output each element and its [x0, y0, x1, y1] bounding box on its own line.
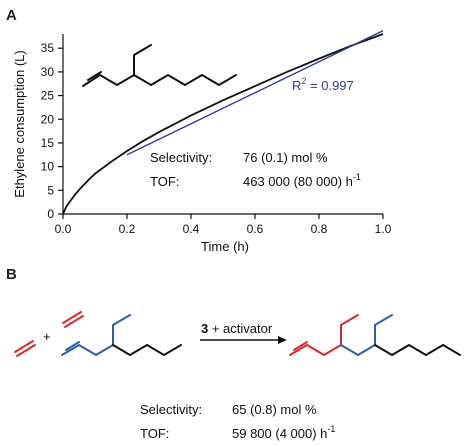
x-tick-label: 0.6	[247, 222, 264, 236]
linear-fit-line	[126, 30, 384, 156]
b-tof-number: 59 800 (4 000) h	[232, 426, 327, 441]
y-tick-label: 5	[47, 183, 54, 197]
reaction-arrow	[200, 336, 287, 344]
y-tick-label: 30	[41, 65, 55, 79]
chart-axes	[62, 34, 383, 215]
x-tick-label: 1.0	[375, 222, 392, 236]
a-tof-label: TOF:	[150, 174, 179, 189]
a-selectivity-label: Selectivity:	[150, 150, 212, 165]
b-selectivity-label: Selectivity:	[140, 402, 202, 417]
r-squared-exponent: 2	[301, 76, 306, 86]
panel-b-letter: B	[6, 266, 17, 283]
b-tof-value: 59 800 (4 000) h-1	[232, 424, 335, 441]
ethylene-molecules	[14, 311, 84, 357]
product-structure	[289, 314, 461, 356]
r-squared-label: R2 = 0.997	[292, 76, 354, 93]
a-selectivity-value: 76 (0.1) mol %	[243, 150, 328, 165]
panel-a-letter: A	[6, 7, 17, 24]
y-ticks: 0 5 10 15 20 25 30 35	[41, 41, 63, 221]
catalyst-number: 3	[201, 321, 208, 336]
r-squared-symbol: R	[292, 78, 301, 93]
a-tof-value: 463 000 (80 000) h-1	[243, 172, 361, 189]
branched-olefin-structure	[82, 44, 237, 87]
y-tick-label: 15	[41, 136, 55, 150]
a-tof-number: 463 000 (80 000) h	[243, 174, 353, 189]
b-tof-label: TOF:	[140, 426, 169, 441]
series-layer	[62, 30, 384, 215]
substrate-structure	[61, 314, 182, 356]
y-tick-label: 25	[41, 89, 55, 103]
arrow-reagent: 3 + activator	[201, 321, 273, 336]
b-selectivity-value: 65 (0.8) mol %	[232, 402, 317, 417]
x-tick-label: 0.0	[55, 222, 72, 236]
consumption-curve	[62, 33, 384, 215]
y-tick-label: 20	[41, 112, 55, 126]
y-axis-title: Ethylene consumption (L)	[12, 50, 27, 197]
x-tick-label: 0.2	[119, 222, 136, 236]
x-tick-label: 0.4	[183, 222, 200, 236]
y-tick-label: 10	[41, 160, 55, 174]
r-squared-value: = 0.997	[306, 78, 353, 93]
activator-text: + activator	[208, 321, 273, 336]
a-tof-exponent: -1	[353, 172, 361, 182]
x-ticks: 0.0 0.2 0.4 0.6 0.8 1.0	[55, 214, 392, 236]
x-axis-title: Time (h)	[201, 239, 249, 254]
y-tick-label: 35	[41, 41, 55, 55]
x-tick-label: 0.8	[311, 222, 328, 236]
y-tick-label: 0	[47, 207, 54, 221]
plus-sign: +	[43, 329, 51, 344]
b-tof-exponent: -1	[327, 424, 335, 434]
